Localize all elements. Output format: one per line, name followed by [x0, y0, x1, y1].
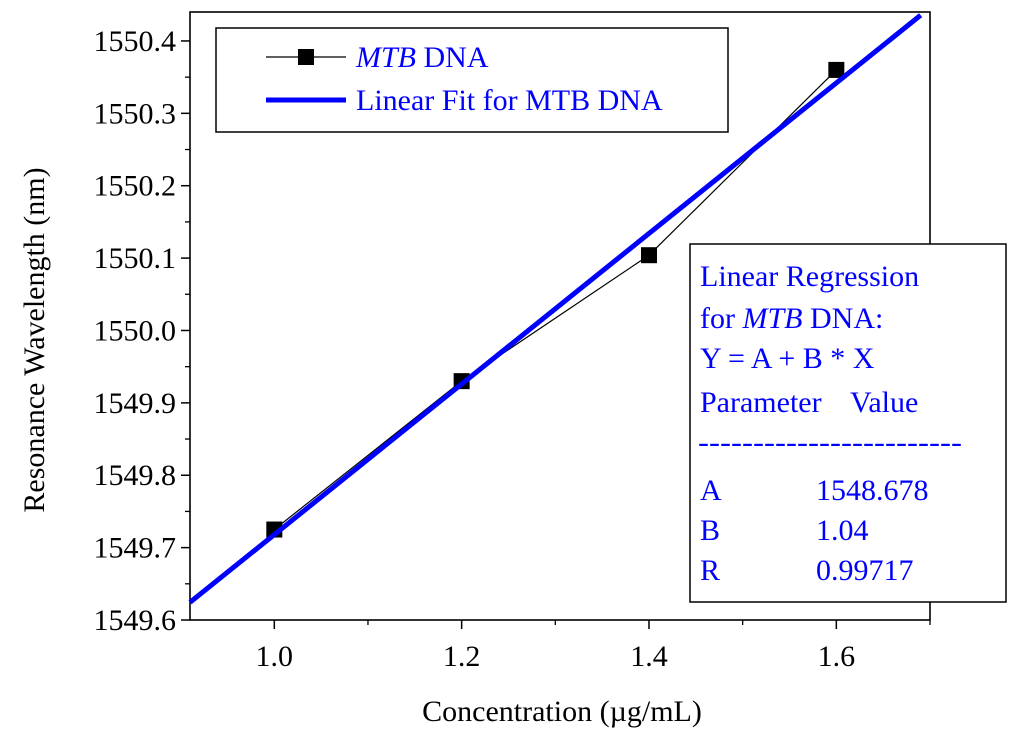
x-axis-ticks: 1.0 1.2 1.4 1.6 [256, 620, 931, 673]
data-point [640, 247, 657, 264]
y-tick-label: 1550.4 [94, 25, 177, 58]
annotation-line2-suffix: DNA: [802, 302, 883, 335]
annotation-header-value: Value [850, 386, 918, 419]
annotation-param-rows: A 1548.678 B 1.04 R 0.99717 [700, 474, 929, 587]
annotation-line2-prefix: for [700, 302, 742, 335]
legend-series-label-rest: DNA [416, 41, 489, 74]
y-tick-label: 1550.1 [94, 242, 177, 275]
x-tick-label: 1.4 [630, 640, 668, 673]
param-name: A [700, 474, 722, 507]
annotation-box [689, 243, 1007, 603]
legend-series-label-italic: MTB [355, 41, 416, 74]
x-tick-label: 1.2 [443, 640, 481, 673]
series-line [273, 69, 837, 530]
x-tick-label: 1.0 [256, 640, 294, 673]
data-point [828, 61, 845, 78]
legend-series-marker [298, 49, 314, 65]
regression-annotation: Linear Regression for MTB DNA: Y = A + B… [689, 243, 1007, 603]
annotation-separator: ------------------------ [698, 426, 962, 459]
annotation-header-param: Parameter [700, 386, 822, 419]
param-name: B [700, 514, 720, 547]
y-tick-label: 1549.9 [94, 387, 177, 420]
legend: MTB DNA Linear Fit for MTB DNA [215, 27, 729, 133]
y-tick-label: 1550.3 [94, 97, 177, 130]
annotation-line2: for MTB DNA: [700, 302, 883, 335]
y-tick-label: 1549.7 [94, 532, 177, 565]
y-axis-ticks: 1549.6 1549.7 1549.8 1549.9 1550.0 1550.1 1550… [94, 25, 190, 637]
y-tick-label: 1549.6 [94, 604, 177, 637]
y-tick-label: 1550.0 [94, 314, 177, 347]
legend-series-label: MTB DNA [355, 41, 489, 74]
x-axis-label: Concentration (µg/mL) [422, 695, 702, 728]
y-tick-label: 1549.8 [94, 459, 177, 492]
x-tick-label: 1.6 [818, 640, 856, 673]
param-value: 1.04 [816, 514, 869, 547]
param-value: 1548.678 [816, 474, 929, 507]
y-axis-label: Resonance Wavelength (nm) [18, 167, 51, 512]
legend-fit-label: Linear Fit for MTB DNA [356, 84, 663, 117]
annotation-line2-italic: MTB [741, 302, 802, 335]
param-name: R [700, 554, 720, 587]
series-layer [188, 13, 923, 605]
annotation-line1: Linear Regression [700, 260, 919, 293]
legend-box [215, 27, 729, 133]
param-value: 0.99717 [816, 554, 914, 587]
y-tick-label: 1550.2 [94, 170, 177, 203]
annotation-equation: Y = A + B * X [700, 342, 875, 375]
fit-line [188, 13, 923, 605]
